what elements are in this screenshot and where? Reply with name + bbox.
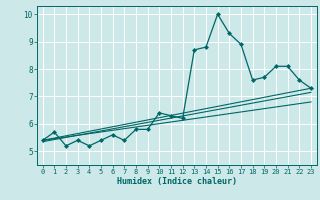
X-axis label: Humidex (Indice chaleur): Humidex (Indice chaleur): [117, 177, 237, 186]
